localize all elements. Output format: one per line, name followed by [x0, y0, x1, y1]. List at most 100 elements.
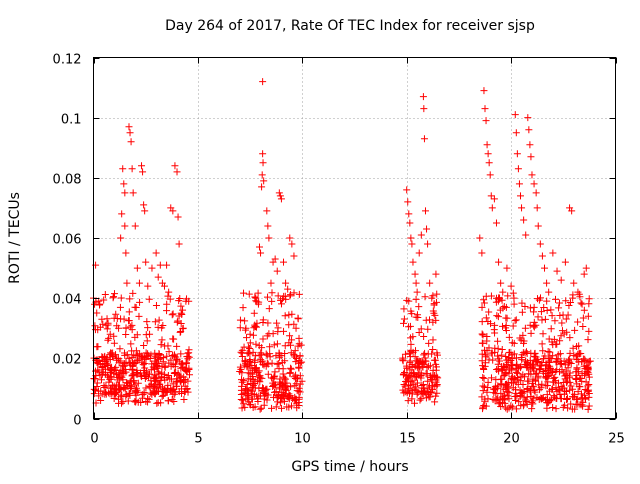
data-point — [429, 318, 437, 326]
data-point — [244, 375, 252, 383]
data-point — [530, 180, 538, 188]
data-point — [523, 349, 531, 357]
data-point — [538, 316, 546, 324]
data-point — [567, 359, 575, 367]
y-tick-label: 0.12 — [53, 53, 82, 68]
data-point — [112, 371, 120, 379]
data-point — [259, 319, 267, 327]
data-point — [422, 370, 430, 378]
data-point — [499, 288, 507, 296]
data-point — [297, 341, 305, 349]
data-point — [583, 368, 591, 376]
data-point — [478, 249, 486, 257]
data-point — [259, 150, 267, 158]
data-point — [487, 192, 495, 200]
data-point — [426, 382, 434, 390]
data-point — [259, 335, 267, 343]
data-point — [518, 204, 526, 212]
y-tick-label: 0 — [73, 414, 81, 429]
data-point — [556, 391, 564, 399]
data-point — [576, 293, 584, 301]
data-point — [287, 383, 295, 391]
data-point — [140, 341, 148, 349]
data-point — [137, 399, 145, 407]
data-point — [241, 326, 249, 334]
data-point — [505, 354, 513, 362]
data-point — [173, 382, 181, 390]
data-point — [105, 334, 113, 342]
data-point — [266, 350, 274, 358]
data-point — [505, 395, 513, 403]
data-point — [512, 316, 520, 324]
data-point — [484, 378, 492, 386]
data-point — [259, 384, 267, 392]
data-point — [406, 334, 414, 342]
data-point — [165, 288, 173, 296]
data-point — [152, 353, 160, 361]
data-point — [277, 195, 285, 203]
data-point — [491, 386, 499, 394]
data-point — [182, 359, 190, 367]
data-point — [485, 159, 493, 167]
data-point — [164, 385, 172, 393]
data-point — [131, 333, 139, 341]
data-point — [130, 360, 138, 368]
data-point — [538, 252, 546, 260]
data-point — [93, 356, 101, 364]
data-point — [584, 336, 592, 344]
data-point — [416, 396, 424, 404]
data-point — [532, 321, 540, 329]
data-point — [490, 389, 498, 397]
data-point — [532, 356, 540, 364]
data-point — [94, 343, 102, 351]
data-point — [298, 377, 306, 385]
data-point — [518, 299, 526, 307]
data-point — [278, 404, 286, 412]
data-point — [164, 292, 172, 300]
data-point — [271, 381, 279, 389]
data-point — [500, 303, 508, 311]
data-point — [543, 306, 551, 314]
data-point — [401, 388, 409, 396]
data-point — [260, 401, 268, 409]
data-point — [523, 393, 531, 401]
data-point — [123, 390, 131, 398]
data-point — [493, 395, 501, 403]
data-point — [171, 388, 179, 396]
data-point — [478, 330, 486, 338]
data-point — [406, 381, 414, 389]
data-point — [480, 87, 488, 95]
data-point — [259, 360, 267, 368]
data-point — [96, 323, 104, 331]
data-point — [270, 388, 278, 396]
data-point — [428, 388, 436, 396]
data-point — [256, 405, 264, 413]
data-point — [251, 293, 259, 301]
data-point — [292, 380, 300, 388]
data-point — [281, 397, 289, 405]
data-point — [237, 348, 245, 356]
data-point — [168, 396, 176, 404]
data-point — [108, 364, 116, 372]
data-point — [573, 342, 581, 350]
data-point — [118, 391, 126, 399]
data-point — [184, 355, 192, 363]
data-point — [255, 243, 263, 251]
x-tick-label: 25 — [608, 432, 625, 447]
data-point — [423, 363, 431, 371]
data-point — [499, 393, 507, 401]
data-point — [549, 352, 557, 360]
data-point — [551, 317, 559, 325]
data-point — [425, 339, 433, 347]
data-point — [268, 289, 276, 297]
data-point — [503, 314, 511, 322]
x-tick-label: 15 — [399, 432, 416, 447]
data-point — [483, 351, 491, 359]
data-point — [400, 315, 408, 323]
data-point — [510, 294, 518, 302]
data-point — [495, 258, 503, 266]
data-point — [483, 141, 491, 149]
data-point — [163, 261, 171, 269]
data-point — [552, 384, 560, 392]
data-point — [133, 264, 141, 272]
